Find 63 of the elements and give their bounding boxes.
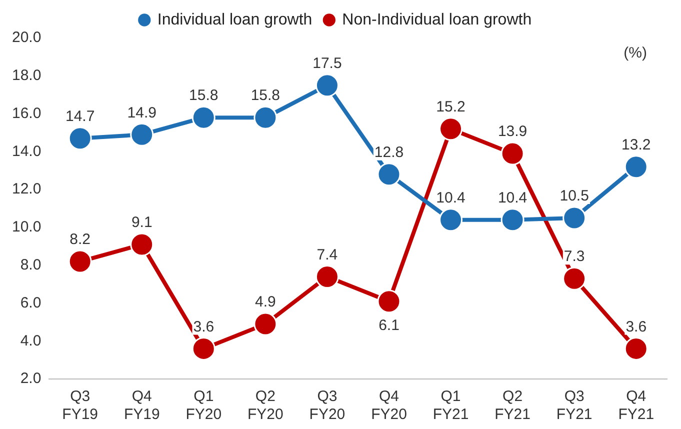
data-label: 14.9 (127, 104, 156, 122)
data-label: 17.5 (312, 55, 342, 72)
y-tick-label: 12.0 (12, 180, 42, 198)
data-label: 10.4 (498, 190, 528, 207)
x-tick-label: Q4 FY20 (371, 388, 407, 424)
data-label: 15.8 (250, 87, 280, 104)
data-label: 10.4 (436, 190, 466, 207)
x-tick-label: Q3 FY20 (309, 388, 346, 424)
point (68, 250, 92, 274)
x-tick-label: Q3 FY19 (62, 388, 98, 424)
y-tick-label: 14.0 (12, 142, 42, 160)
legend-label: Individual loan growth (157, 11, 312, 28)
data-label: 15.8 (189, 87, 218, 104)
point (130, 122, 154, 146)
point (192, 336, 216, 360)
point (562, 206, 586, 230)
data-label: 4.9 (254, 294, 276, 311)
data-label: 15.2 (436, 98, 466, 116)
data-label: 7.4 (316, 246, 338, 264)
data-label: 14.7 (65, 108, 95, 126)
data-label: 3.6 (193, 318, 214, 336)
data-label: 10.5 (560, 188, 589, 205)
x-tick-label: Q2 FY21 (494, 388, 530, 424)
annotation: (%) (624, 44, 648, 62)
x-tick-label: Q4 FY21 (618, 388, 654, 424)
data-label: 13.2 (622, 136, 651, 154)
y-tick-label: 8.0 (20, 256, 42, 274)
y-tick-label: 4.0 (20, 332, 42, 350)
legend-label: Non-Individual loan growth (342, 11, 532, 28)
point (500, 142, 524, 166)
y-tick-label: 16.0 (12, 104, 42, 122)
x-tick-label: Q4 FY19 (124, 388, 160, 424)
x-tick-label: Q1 FY20 (186, 388, 222, 424)
data-label: 6.1 (378, 316, 400, 334)
data-label: 9.1 (131, 214, 152, 232)
data-label: 7.3 (564, 248, 585, 266)
point (377, 290, 401, 314)
y-tick-label: 10.0 (12, 218, 42, 236)
x-tick-label: Q2 FY20 (247, 388, 284, 424)
point (254, 312, 278, 336)
point (439, 208, 463, 232)
point (500, 208, 524, 232)
data-label: 13.9 (498, 123, 528, 140)
y-tick-label: 2.0 (20, 370, 42, 388)
point (439, 117, 463, 141)
point (315, 74, 339, 98)
point (68, 126, 92, 150)
point (377, 162, 401, 186)
point (624, 155, 648, 179)
y-tick-label: 20.0 (12, 29, 42, 46)
data-label: 8.2 (70, 231, 91, 248)
point (315, 264, 339, 288)
y-tick-label: 6.0 (20, 294, 42, 312)
point (254, 106, 278, 130)
y-tick-label: 18.0 (12, 67, 42, 84)
point (130, 232, 154, 256)
x-tick-label: Q3 FY21 (556, 388, 592, 424)
point (624, 336, 648, 360)
data-label: 3.6 (626, 318, 647, 336)
point (562, 266, 586, 290)
data-label: 12.8 (374, 144, 404, 162)
x-tick-label: Q1 FY21 (432, 388, 469, 424)
point (192, 106, 216, 130)
